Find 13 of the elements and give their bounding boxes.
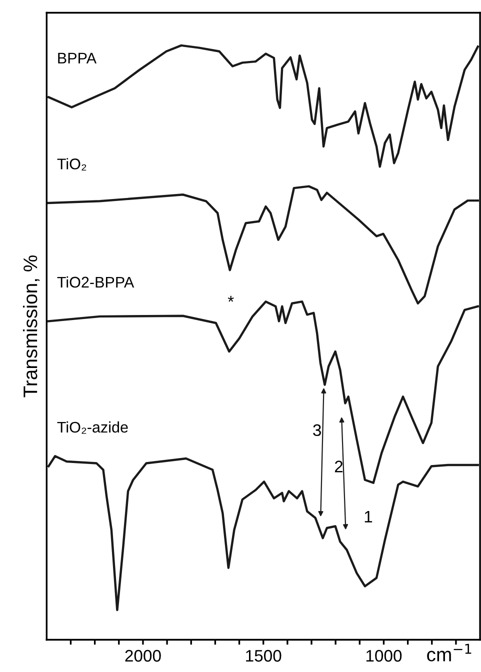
- annotation: 2: [334, 460, 343, 472]
- x-tick-label: 1000: [366, 650, 402, 662]
- x-tick-label: 1500: [246, 650, 282, 662]
- text: TiO₂: [57, 158, 86, 171]
- y-axis-title: Transmission, %: [22, 255, 40, 398]
- series-label: BPPA: [58, 52, 97, 64]
- annotation: 3: [313, 424, 321, 436]
- series-label: TiO2-BPPA: [57, 276, 134, 288]
- annotation: 1: [364, 510, 372, 522]
- annotation: *: [228, 296, 234, 302]
- x-tick-label: 2000: [125, 650, 161, 662]
- x-axis-title: cm$^{−1}$: [427, 644, 472, 662]
- series-label: TiO₂-azide: [57, 421, 128, 434]
